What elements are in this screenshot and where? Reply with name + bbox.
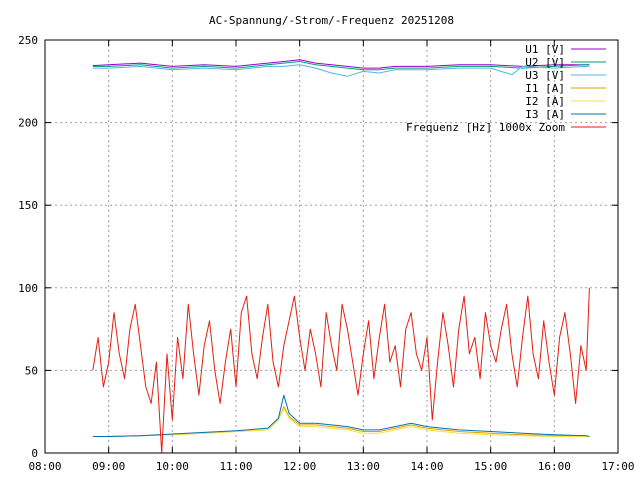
x-tick-label: 12:00: [283, 460, 316, 473]
legend-label-i2-a: I2 [A]: [525, 95, 565, 108]
series-line-u1-v: [92, 59, 590, 69]
x-tick-label: 11:00: [219, 460, 252, 473]
legend-label-i1-a: I1 [A]: [525, 82, 565, 95]
legend-label-frequenz-hz-1000x-zoom: Frequenz [Hz] 1000x Zoom: [406, 121, 565, 134]
x-tick-label: 09:00: [92, 460, 125, 473]
legend-label-i3-a: I3 [A]: [525, 108, 565, 121]
legend-label-u1-v: U1 [V]: [525, 43, 565, 56]
y-tick-label: 200: [18, 117, 38, 130]
x-tick-label: 14:00: [410, 460, 443, 473]
plot-frame: [44, 39, 619, 454]
x-tick-label: 10:00: [156, 460, 189, 473]
plot-area: [92, 59, 590, 454]
y-tick-label: 250: [18, 34, 38, 47]
grid: [45, 40, 618, 453]
series-line-i2-a: [92, 407, 590, 437]
x-tick-label: 17:00: [601, 460, 634, 473]
legend: U1 [V]U2 [V]U3 [V]I1 [A]I2 [A]I3 [A]Freq…: [406, 43, 606, 134]
chart-title: AC-Spannung/-Strom/-Frequenz 20251208: [209, 14, 454, 27]
series-line-u2-v: [92, 61, 590, 71]
series-line-u3-v: [92, 64, 590, 77]
series-line-frequenz-hz-1000x-zoom: [92, 287, 590, 454]
y-tick-label: 150: [18, 199, 38, 212]
legend-label-u2-v: U2 [V]: [525, 56, 565, 69]
y-tick-label: 50: [25, 364, 38, 377]
legend-label-u3-v: U3 [V]: [525, 69, 565, 82]
y-tick-label: 100: [18, 282, 38, 295]
y-tick-label: 0: [31, 447, 38, 460]
x-tick-label: 16:00: [538, 460, 571, 473]
series-line-i3-a: [92, 394, 590, 437]
x-tick-label: 15:00: [474, 460, 507, 473]
x-tick-label: 13:00: [347, 460, 380, 473]
x-tick-label: 08:00: [28, 460, 61, 473]
axes: 08:00 09:00 10:00 11:00 12:00 13:00 14:00 15:00…: [18, 34, 634, 473]
